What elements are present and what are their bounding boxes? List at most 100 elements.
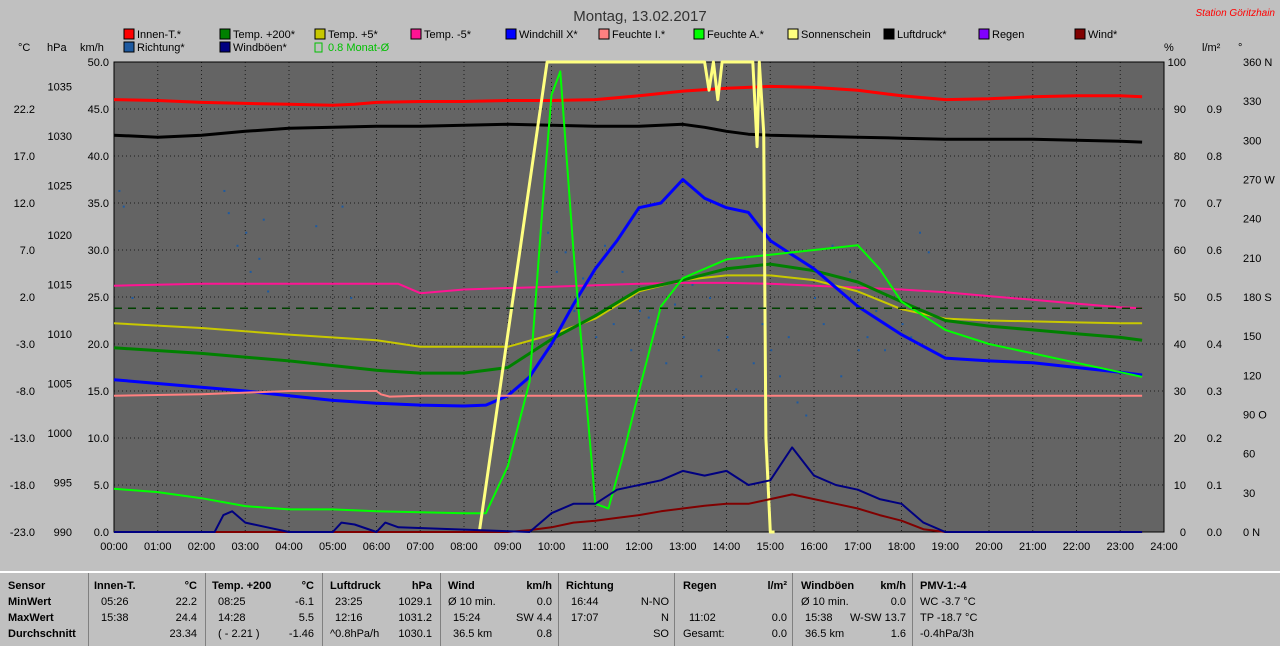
temp200-min-time: 08:25	[218, 596, 246, 608]
col-temp200: Temp. +200 °C 08:25 -6.1 14:28 5.5 ( - 2…	[206, 573, 323, 646]
wind-max-dir: SW 4.4	[516, 612, 553, 624]
direction-dot	[118, 189, 121, 192]
axis-lm2-tick: 0.6	[1207, 245, 1222, 257]
axis-kmh-tick: 15.0	[88, 386, 109, 398]
col-regen: Regen l/m² 11:02 0.0 Gesamt: 0.0	[675, 573, 793, 646]
direction-dot	[849, 270, 851, 273]
col-innen: Innen-T. °C 05:26 22.2 15:38 24.4 23.34	[89, 573, 206, 646]
axis-pct-tick: 60	[1174, 245, 1186, 257]
axis-c-tick: -13.0	[10, 433, 35, 445]
axis-pct-tick: 0	[1180, 527, 1186, 539]
axis-pct-tick: 20	[1174, 433, 1186, 445]
direction-dot	[875, 310, 878, 313]
axis-lm2-tick: 0.7	[1207, 198, 1222, 210]
legend-label: Sonnenschein	[801, 29, 871, 41]
direction-dot	[831, 244, 834, 247]
axis-deg-tick: 150	[1243, 331, 1261, 343]
axis-unit-hpa: hPa	[47, 42, 67, 54]
boeen-max-time: 15:38	[805, 612, 833, 624]
axis-hpa-tick: 995	[54, 478, 72, 490]
temp200-max-value: 5.5	[298, 612, 314, 624]
x-tick-label: 24:00	[1150, 541, 1178, 553]
x-tick-label: 04:00	[275, 541, 303, 553]
axis-pct-tick: 30	[1174, 386, 1186, 398]
axis-hpa-tick: 1015	[48, 280, 72, 292]
axis-deg-tick: 270 W	[1243, 175, 1275, 187]
direction-dot	[822, 323, 825, 326]
axis-deg-tick: 240	[1243, 214, 1261, 226]
regen-header: Regen	[683, 580, 717, 592]
x-tick-label: 23:00	[1106, 541, 1134, 553]
axis-pct-tick: 10	[1174, 480, 1186, 492]
boeen-avg-value: 1.6	[890, 628, 906, 640]
axis-unit-kmh: km/h	[80, 42, 104, 54]
direction-dot	[547, 231, 550, 234]
direction-dot	[249, 270, 252, 273]
legend-swatch	[314, 42, 323, 53]
temp200-min-value: -6.1	[295, 596, 314, 608]
x-tick-label: 01:00	[144, 541, 172, 553]
axis-unit-deg: °	[1238, 42, 1242, 54]
direction-dot	[341, 205, 344, 208]
axis-pct-tick: 50	[1174, 292, 1186, 304]
x-tick-label: 09:00	[494, 541, 522, 553]
direction-dot	[735, 388, 738, 391]
direction-dot	[604, 244, 606, 247]
wind-distance: 36.5 km	[453, 628, 493, 640]
direction-dot	[245, 231, 248, 234]
series-line	[114, 493, 1143, 533]
axis-c-tick: -18.0	[10, 480, 35, 492]
druck-min-time: 23:25	[335, 596, 363, 608]
boeen-avg10-label: Ø 10 min.	[801, 596, 849, 608]
regen-max-time: 11:02	[689, 612, 716, 624]
direction-dot	[656, 323, 659, 326]
richtung-min-time: 16:44	[571, 596, 599, 608]
direction-dot	[236, 244, 239, 247]
legend-swatch	[787, 28, 799, 40]
legend-swatch	[219, 28, 231, 40]
axis-pct-tick: 90	[1174, 104, 1186, 116]
axis-c-tick: 7.0	[20, 245, 35, 257]
direction-dot	[595, 336, 598, 339]
stats-table: Sensor MinWert MaxWert Durchschnitt Inne…	[0, 571, 1280, 646]
axis-kmh-tick: 10.0	[88, 433, 109, 445]
series-line	[113, 70, 1143, 515]
direction-dot	[787, 336, 790, 339]
direction-dot	[796, 401, 799, 404]
direction-dot	[770, 349, 773, 352]
series-line	[477, 60, 775, 534]
axis-deg-tick: 360 N	[1243, 57, 1272, 69]
druck-trend: ^0.8hPa/h	[330, 628, 380, 640]
legend-label: Feuchte I.*	[612, 29, 666, 41]
direction-dot	[884, 349, 886, 352]
direction-dot	[709, 297, 711, 299]
x-tick-label: 13:00	[669, 541, 697, 553]
richtung-header: Richtung	[566, 580, 614, 592]
direction-dot	[582, 277, 585, 280]
pmv-dewpoint: TP -18.7 °C	[920, 612, 978, 624]
axis-deg-tick: 180 S	[1243, 292, 1272, 304]
axis-lm2-tick: 0.0	[1207, 527, 1222, 539]
boeen-max-dir: W-SW 13.7	[849, 612, 906, 624]
wind-header: Wind	[448, 580, 475, 592]
direction-dot	[630, 349, 633, 352]
legend-label: Windchill X*	[519, 29, 578, 41]
druck-unit: hPa	[411, 580, 432, 592]
series-line	[113, 122, 1143, 144]
x-tick-label: 08:00	[450, 541, 478, 553]
series-line	[113, 274, 1143, 348]
legend-label: Richtung*	[137, 42, 185, 54]
axis-deg-tick: 0 N	[1243, 527, 1260, 539]
innen-max-time: 15:38	[101, 612, 129, 624]
axis-c-tick: 17.0	[14, 151, 35, 163]
station-label: Station Göritzhain	[1196, 8, 1276, 19]
richtung-max-time: 17:07	[571, 612, 599, 624]
legend-swatch	[1074, 28, 1086, 40]
x-tick-label: 03:00	[231, 541, 259, 553]
legend-label: Temp. +200*	[233, 29, 296, 41]
innen-min-time: 05:26	[101, 596, 129, 608]
x-tick-label: 20:00	[975, 541, 1003, 553]
x-tick-label: 22:00	[1063, 541, 1091, 553]
col-pmv: PMV-1:-4 WC -3.7 °C TP -18.7 °C -0.4hPa/…	[913, 573, 1280, 646]
col-druck: Luftdruck hPa 23:25 1029.1 12:16 1031.2 …	[323, 573, 441, 646]
